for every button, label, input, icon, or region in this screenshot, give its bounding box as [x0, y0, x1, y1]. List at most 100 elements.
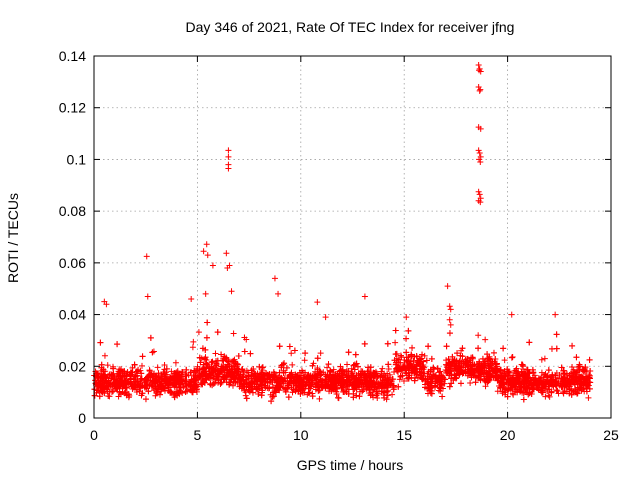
data-point-outlier: [475, 188, 482, 195]
data-point: [292, 371, 299, 378]
data-point: [526, 339, 533, 346]
data-point: [294, 376, 301, 383]
data-point: [477, 363, 484, 370]
data-point: [213, 360, 220, 367]
data-point: [235, 352, 242, 359]
data-point: [161, 375, 168, 382]
data-point: [309, 362, 316, 369]
data-point: [499, 390, 506, 397]
data-point-outlier: [144, 293, 151, 300]
data-point: [350, 373, 357, 380]
data-point: [317, 377, 324, 384]
data-point: [368, 379, 375, 386]
data-point: [207, 380, 214, 387]
data-point: [255, 390, 262, 397]
data-point-outlier: [103, 301, 110, 308]
data-point: [468, 372, 475, 379]
data-point: [188, 376, 195, 383]
y-tick-label: 0.14: [59, 48, 86, 64]
data-point: [391, 368, 398, 375]
data-point: [183, 366, 190, 373]
data-point: [212, 350, 219, 357]
data-point: [585, 394, 592, 401]
data-point: [371, 370, 378, 377]
data-point: [486, 356, 493, 363]
data-point: [514, 370, 521, 377]
data-point: [253, 385, 260, 392]
data-point: [209, 375, 216, 382]
data-point-outlier: [477, 68, 484, 75]
data-point: [384, 382, 391, 389]
data-point: [105, 379, 112, 386]
data-point: [106, 388, 113, 395]
data-point: [236, 374, 243, 381]
data-point: [430, 372, 437, 379]
data-point: [518, 361, 525, 368]
data-point: [254, 381, 261, 388]
data-point: [220, 357, 227, 364]
data-point: [467, 379, 474, 386]
data-point-outlier: [188, 296, 195, 303]
data-point: [278, 374, 285, 381]
data-point: [97, 339, 104, 346]
data-point-outlier: [446, 316, 453, 323]
data-point: [397, 359, 404, 366]
data-point: [287, 373, 294, 380]
data-point: [150, 348, 157, 355]
data-point: [583, 388, 590, 395]
data-point: [177, 384, 184, 391]
data-point: [118, 374, 125, 381]
data-point: [356, 393, 363, 400]
data-point: [340, 388, 347, 395]
data-point: [475, 332, 482, 339]
data-point: [300, 385, 307, 392]
data-point: [351, 366, 358, 373]
data-point: [259, 389, 266, 396]
data-point: [275, 386, 282, 393]
data-point: [587, 379, 594, 386]
data-point: [243, 395, 250, 402]
data-point: [548, 389, 555, 396]
data-point: [178, 376, 185, 383]
data-point: [196, 372, 203, 379]
data-point: [389, 391, 396, 398]
data-point: [335, 394, 342, 401]
data-point: [396, 376, 403, 383]
data-point: [307, 385, 314, 392]
data-point: [204, 373, 211, 380]
data-point: [197, 359, 204, 366]
data-point: [439, 393, 446, 400]
data-point: [245, 373, 252, 380]
data-point: [452, 372, 459, 379]
data-point: [310, 372, 317, 379]
data-point: [281, 360, 288, 367]
data-point: [511, 382, 518, 389]
data-point: [139, 390, 146, 397]
data-point: [400, 378, 407, 385]
data-point: [373, 388, 380, 395]
data-point: [139, 353, 146, 360]
data-point: [517, 388, 524, 395]
data-point: [457, 358, 464, 365]
data-point: [289, 361, 296, 368]
data-point: [450, 358, 457, 365]
data-point: [229, 382, 236, 389]
data-point: [370, 369, 377, 376]
data-point: [309, 393, 316, 400]
data-point: [332, 382, 339, 389]
data-point: [434, 376, 441, 383]
data-point-outlier: [204, 252, 211, 259]
data-point: [580, 385, 587, 392]
data-point: [203, 334, 210, 341]
data-point: [501, 357, 508, 364]
data-point: [128, 369, 135, 376]
data-point: [538, 356, 545, 363]
data-point-outlier: [200, 248, 207, 255]
data-point: [324, 364, 331, 371]
data-point: [447, 360, 454, 367]
data-point: [422, 381, 429, 388]
data-point: [525, 370, 532, 377]
data-point: [155, 384, 162, 391]
data-point: [114, 341, 121, 348]
